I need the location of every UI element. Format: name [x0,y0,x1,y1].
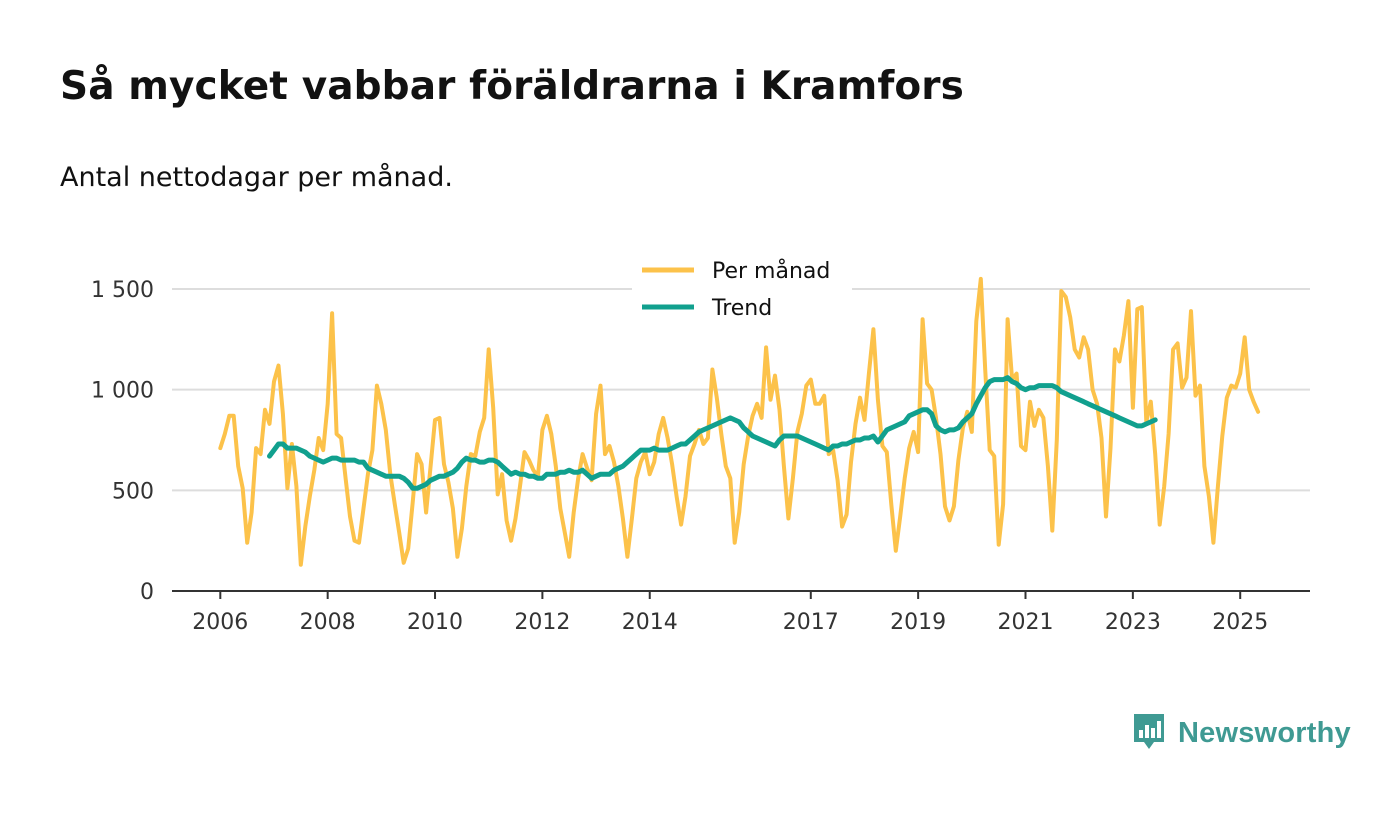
y-axis-tick-labels: 0 500 1 000 1 500 [91,278,154,605]
legend-label-trend: Trend [711,296,772,321]
x-tick-label: 2019 [890,610,946,635]
x-tick-label: 2008 [300,610,356,635]
bar-chart-speech-icon [1134,714,1164,749]
x-tick-label: 2017 [783,610,839,635]
y-tick-label: 1 000 [91,379,154,404]
y-tick-label: 0 [140,580,154,605]
x-tick-label: 2023 [1105,610,1161,635]
y-tick-label: 500 [112,479,154,504]
legend-label-per-manad: Per månad [712,258,830,284]
legend: Per månad Trend [632,250,852,326]
x-tick-label: 2010 [407,610,463,635]
x-tick-label: 2006 [192,610,248,635]
x-tick-label: 2012 [514,610,570,635]
legend-background [632,250,852,326]
x-tick-label: 2025 [1212,610,1268,635]
series-group [218,276,1261,567]
series-line-per-manad [218,276,1261,567]
series-line-trend [267,375,1158,491]
newsworthy-logo: Newsworthy [1132,712,1351,754]
chart-title: Så mycket vabbar föräldrarna i Kramfors [60,64,964,109]
x-tick-label: 2014 [622,610,678,635]
x-axis-ticks: 2006 2008 2010 2012 2014 2017 2019 2021 2023 2025 [192,591,1268,635]
y-tick-label: 1 500 [91,278,154,303]
brand-name: Newsworthy [1178,716,1351,749]
x-tick-label: 2021 [998,610,1054,635]
chart-subtitle: Antal nettodagar per månad. [60,162,453,193]
